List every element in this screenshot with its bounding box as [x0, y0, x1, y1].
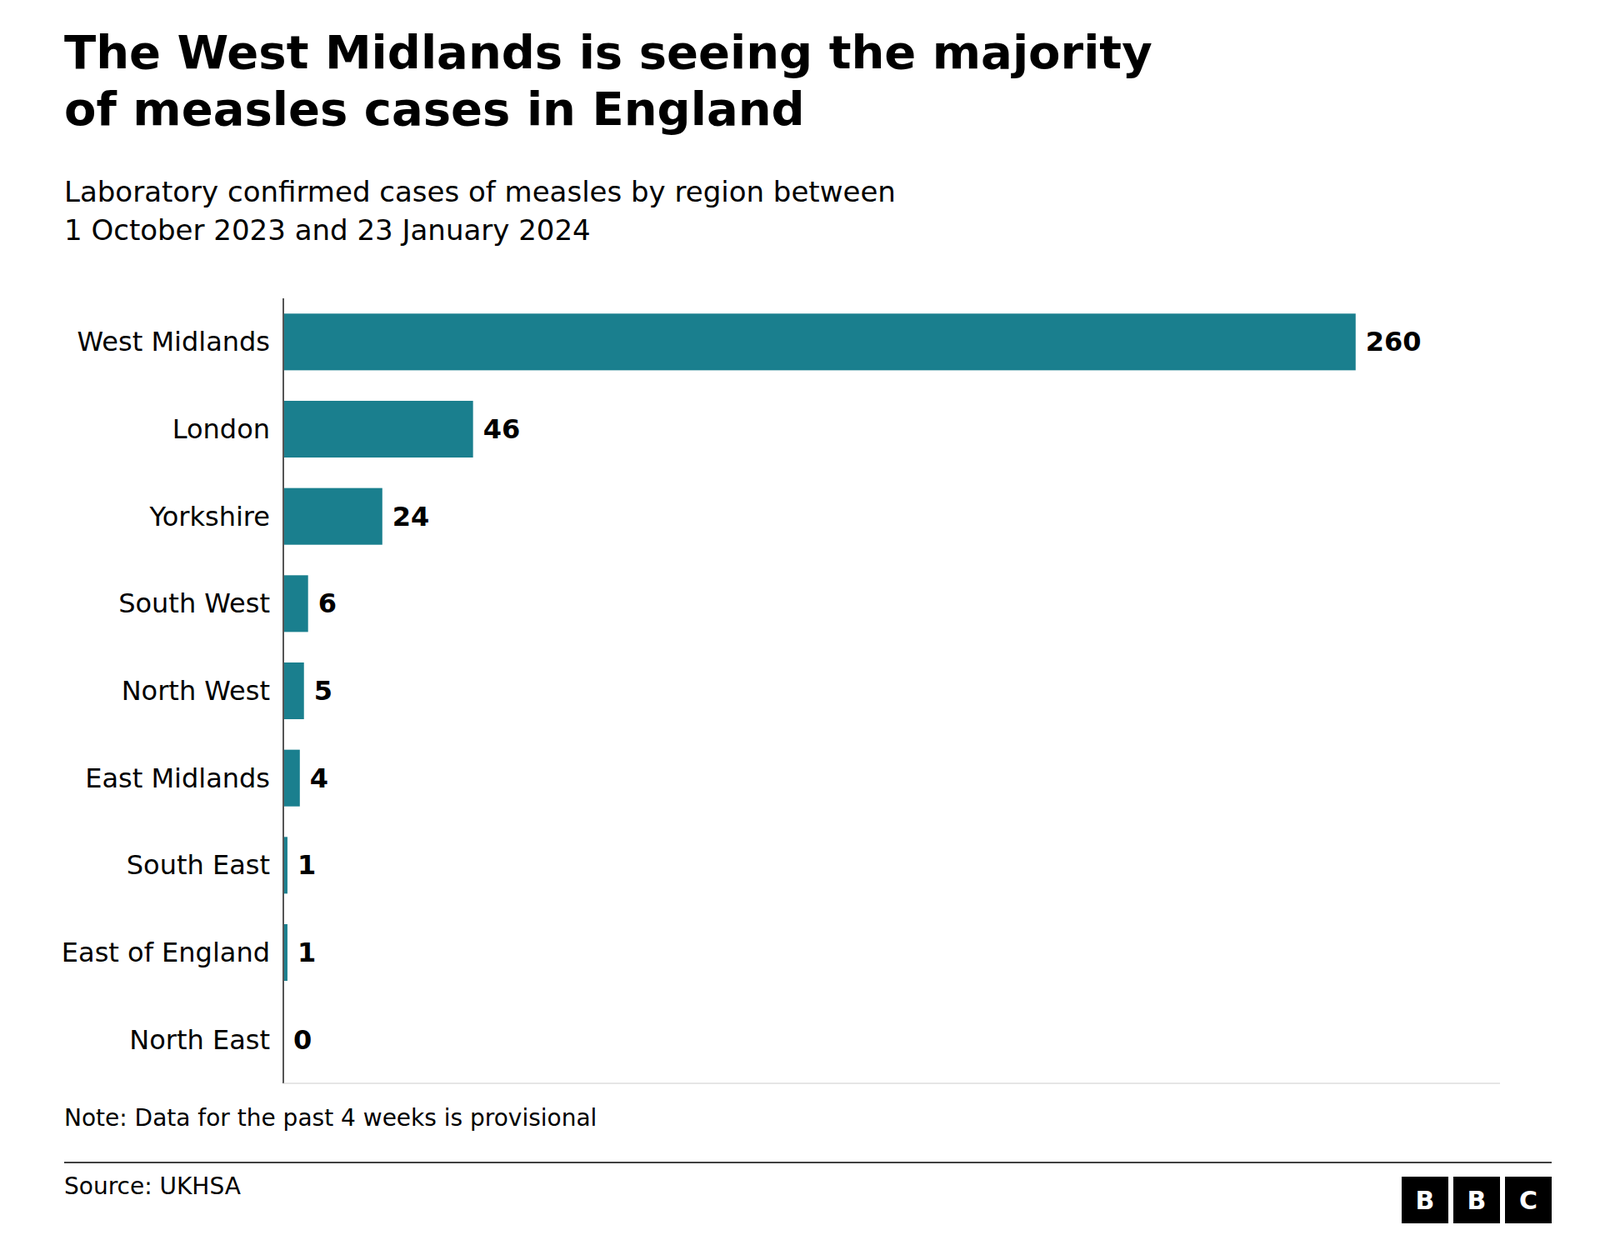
data-label: 46 [483, 413, 521, 445]
data-label: 260 [1365, 325, 1422, 358]
title-line: The West Midlands is seeing the majority [64, 25, 1153, 80]
y-axis-line [282, 298, 285, 1084]
separator [64, 1161, 1552, 1164]
data-label: 4 [310, 762, 329, 795]
source: Source: UKHSA [64, 1172, 241, 1200]
tick-label: West Midlands [77, 325, 270, 358]
tick-label: East of England [61, 936, 270, 969]
title-line: of measles cases in England [64, 81, 805, 136]
chart-container: The West Midlands is seeing the majority… [0, 0, 1600, 1250]
x-axis-line [283, 1083, 1500, 1085]
tick-label: North East [129, 1024, 270, 1056]
background [0, 0, 1600, 1250]
data-label: 1 [297, 936, 316, 969]
bar [283, 488, 383, 545]
bar [283, 400, 474, 458]
subtitle-line: 1 October 2023 and 23 January 2024 [64, 213, 591, 247]
bars [283, 313, 1356, 981]
bar [283, 750, 300, 807]
tick-label: South West [118, 587, 270, 620]
title: The West Midlands is seeing the majority… [64, 25, 1153, 136]
data-label: 0 [293, 1024, 312, 1056]
note: Note: Data for the past 4 weeks is provi… [64, 1104, 597, 1132]
bar [283, 662, 305, 720]
data-label: 24 [392, 500, 430, 533]
subtitle-line: Laboratory confirmed cases of measles by… [64, 175, 896, 209]
data-label: 6 [318, 587, 337, 620]
tick-label: Yorkshire [148, 500, 270, 533]
logo-letter: C [1519, 1185, 1538, 1215]
logo-letter: B [1415, 1185, 1435, 1215]
bar [283, 313, 1356, 370]
chart: The West Midlands is seeing the majority… [0, 0, 1600, 1250]
tick-label: London [172, 413, 270, 445]
logo-letter: B [1467, 1185, 1487, 1215]
logo-box [1401, 1176, 1449, 1224]
labels: 260 West Midlands 46 London 24 Yorkshire 6 Sout… [61, 325, 1422, 1055]
logo-box [1505, 1176, 1552, 1224]
tick-label: North West [121, 675, 270, 707]
bar [283, 575, 309, 632]
tick-label: South East [126, 849, 270, 881]
logo-box [1453, 1176, 1500, 1224]
tick-label: East Midlands [85, 762, 270, 795]
data-label: 1 [297, 849, 316, 881]
subtitle: Laboratory confirmed cases of measles by… [64, 175, 896, 247]
data-label: 5 [314, 675, 333, 707]
